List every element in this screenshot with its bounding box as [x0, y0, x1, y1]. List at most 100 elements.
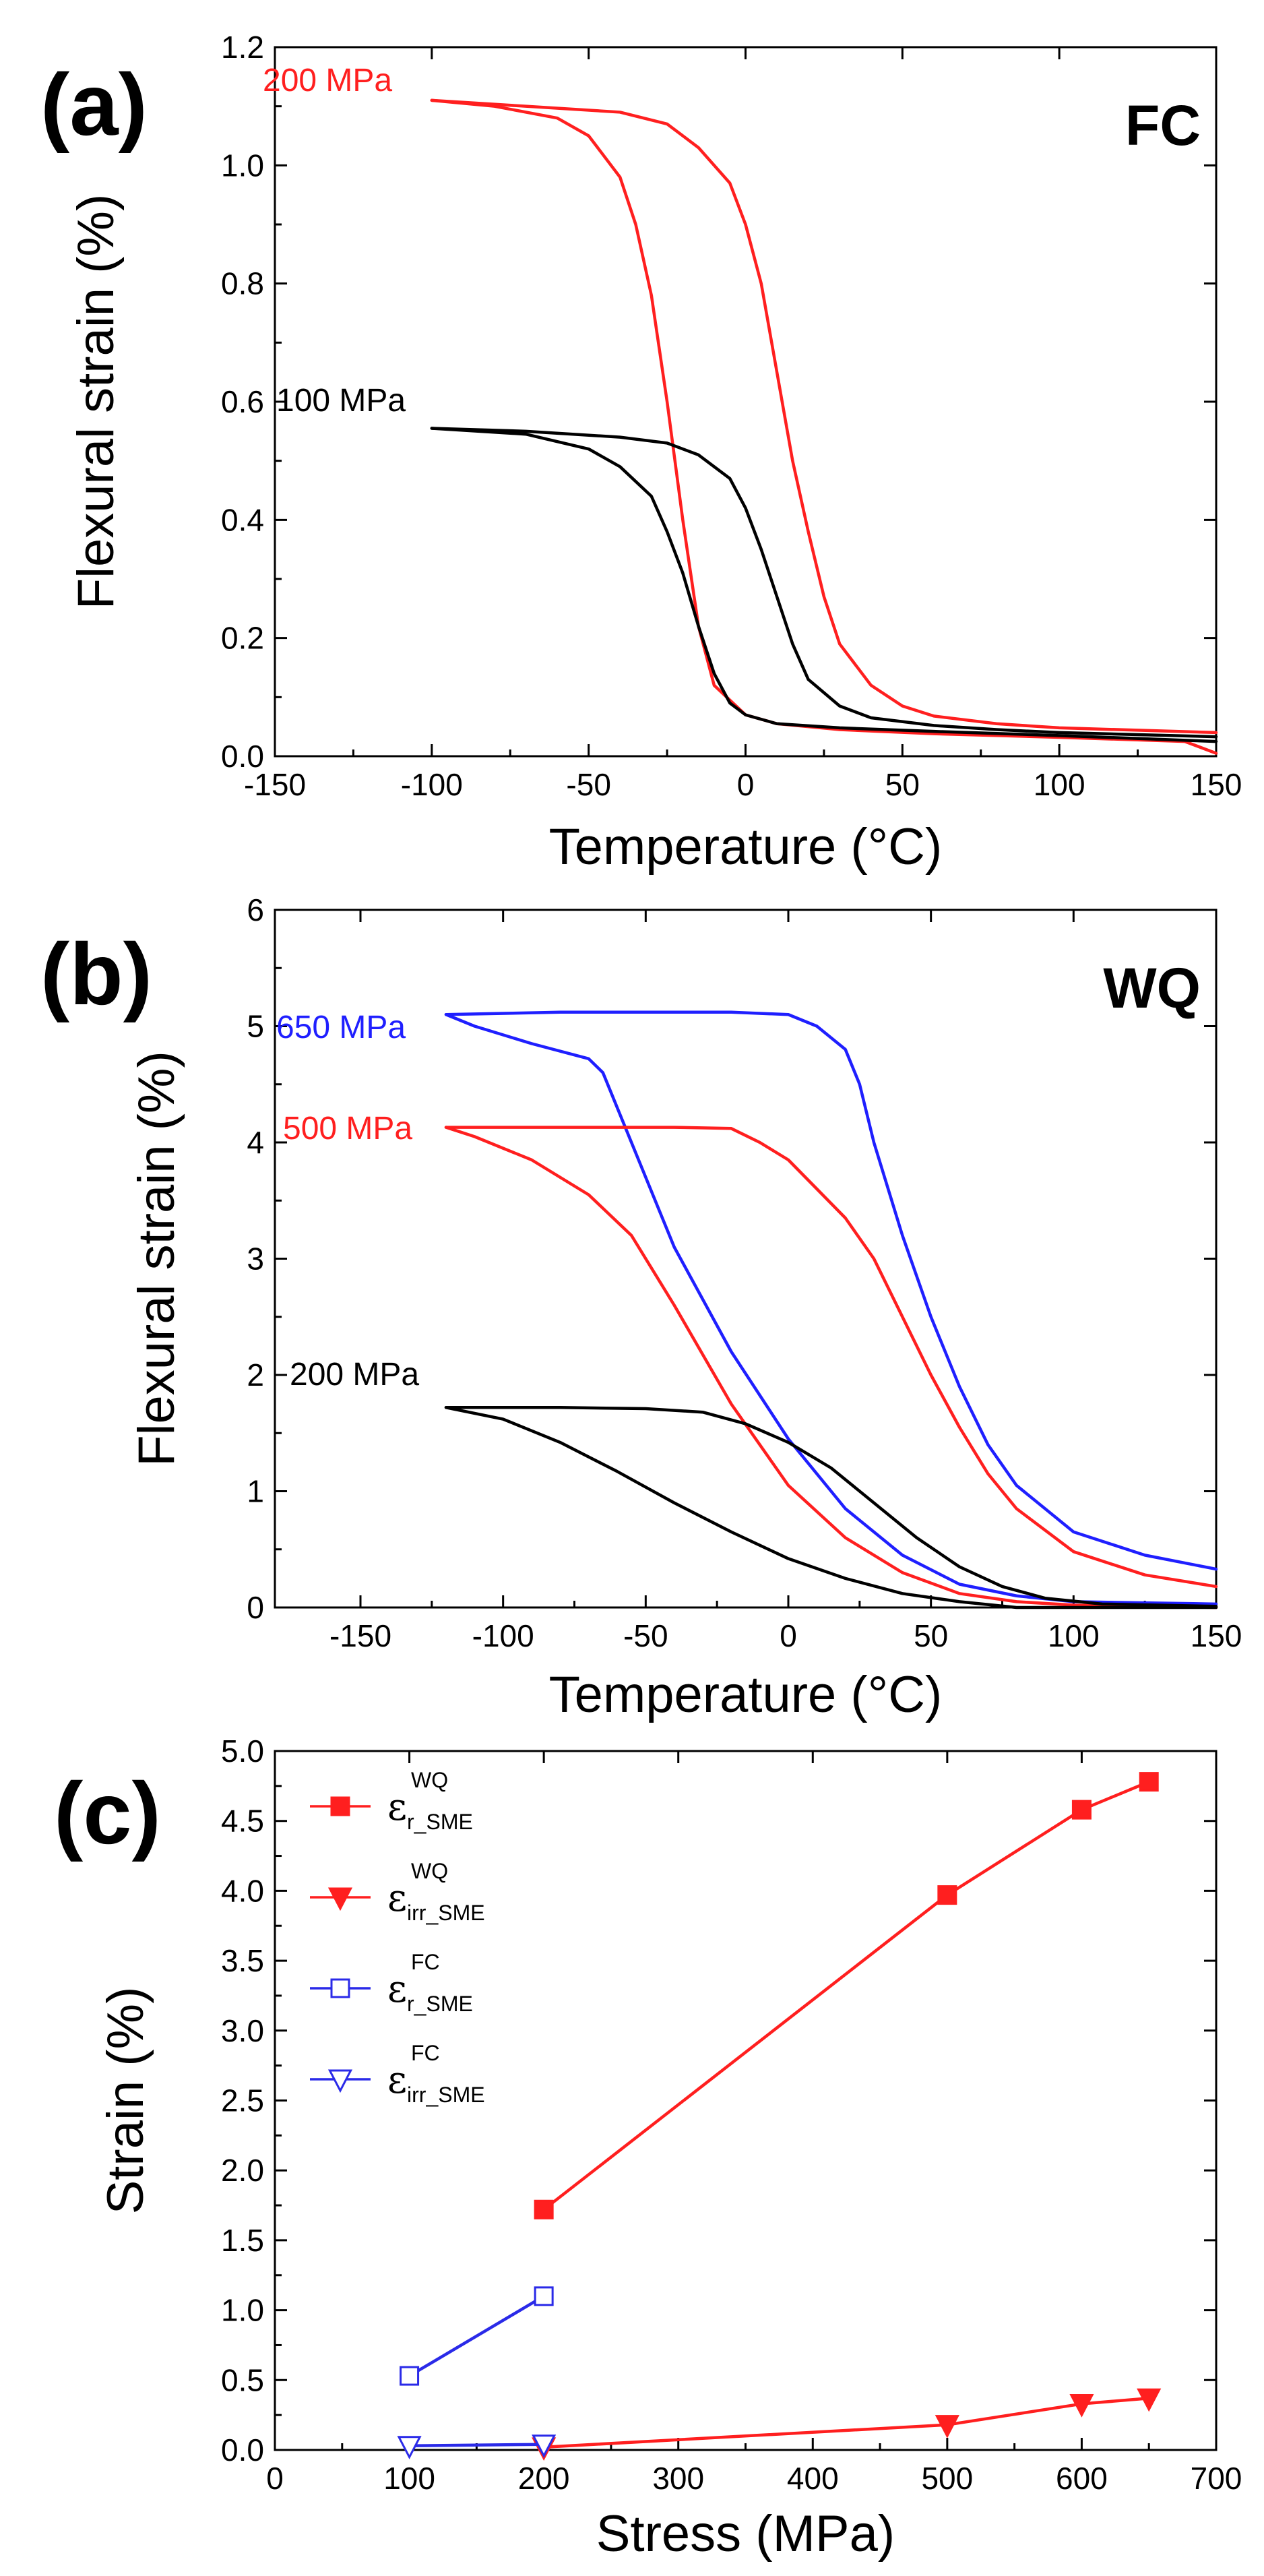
x-tick-label: -50	[566, 767, 610, 802]
cooling-curve	[430, 98, 1218, 755]
series-line	[408, 2443, 546, 2448]
x-tick-label: 500	[921, 2461, 973, 2496]
y-tick-label: 5.0	[221, 1734, 264, 1769]
data-point-triangle	[1069, 2394, 1094, 2418]
data-point-square	[1139, 1772, 1159, 1792]
data-point-triangle	[397, 2436, 422, 2459]
legend-subscript: r_SME	[407, 1810, 473, 1834]
legend-subscript: irr_SME	[407, 1901, 485, 1925]
data-point-triangle	[1137, 2388, 1162, 2412]
y-tick-label: 3.0	[221, 2013, 264, 2048]
legend-superscript: WQ	[411, 1859, 448, 1883]
x-tick-label: 100	[383, 2461, 435, 2496]
x-tick-label: 200	[518, 2461, 570, 2496]
x-tick-label: 100	[1034, 767, 1085, 802]
legend-symbol: ε	[387, 1967, 407, 2011]
curve-label: 100 MPa	[276, 383, 406, 419]
y-tick-label: 0.2	[221, 621, 264, 656]
x-tick-label: 150	[1191, 767, 1242, 802]
panel-c-chart: 0 100 200 300 400 500 600 700 0.0 0.5 1.0 1.5 2.0 2.5…	[54, 1734, 1242, 2563]
legend-subscript: irr_SME	[407, 2083, 485, 2107]
data-point-triangle	[327, 1887, 353, 1911]
y-tick-label: 4.5	[221, 1804, 264, 1839]
x-tick-label: 0	[266, 2461, 284, 2496]
legend-symbol: ε	[387, 2058, 407, 2102]
x-tick-label: 600	[1056, 2461, 1108, 2496]
y-tick-label: 1.2	[221, 30, 264, 65]
legend-superscript: FC	[411, 1950, 440, 1974]
heating-curve	[444, 1126, 1218, 1589]
legend-superscript: WQ	[411, 1768, 448, 1792]
x-tick-label: -100	[472, 1618, 534, 1653]
y-tick-label: 0.5	[221, 2362, 264, 2397]
legend-label: εr_SME	[387, 1785, 473, 1834]
y-tick-label: 3.5	[221, 1943, 264, 1978]
curve-label: 200 MPa	[263, 63, 392, 98]
heating-curve	[430, 427, 1218, 739]
y-tick-label: 2.5	[221, 2083, 264, 2118]
panel-label: (c)	[54, 1764, 161, 1862]
legend-subscript: r_SME	[407, 1992, 473, 2016]
x-tick-label: 400	[787, 2461, 839, 2496]
panel-label: (b)	[40, 925, 152, 1023]
y-tick-label: 0	[247, 1590, 264, 1625]
x-axis-title: Temperature (°C)	[549, 1666, 943, 1723]
data-point-triangle	[327, 2069, 353, 2093]
panel-label: (a)	[40, 55, 148, 154]
data-point-square	[1071, 1800, 1092, 1820]
legend-label: εirr_SME	[387, 1876, 485, 1925]
cooling-curve	[430, 427, 1218, 743]
y-tick-label: 2.0	[221, 2153, 264, 2188]
y-tick-label: 5	[247, 1009, 264, 1044]
legend-label: εr_SME	[387, 1967, 473, 2016]
x-axis-title: Temperature (°C)	[549, 818, 943, 876]
plot-frame	[274, 46, 1218, 758]
data-point-square	[400, 2366, 420, 2386]
y-tick-label: 0.0	[221, 739, 264, 774]
y-tick-label: 0.8	[221, 266, 264, 301]
y-tick-label: 4.0	[221, 1873, 264, 1908]
x-tick-label: 50	[885, 767, 920, 802]
data-point-triangle	[532, 2434, 557, 2458]
y-tick-label: 0.0	[221, 2432, 264, 2467]
plot-frame	[274, 909, 1218, 1609]
cooling-curve	[444, 1013, 1218, 1606]
legend-symbol: ε	[387, 1785, 407, 1829]
data-point-square	[330, 1978, 350, 1998]
y-tick-label: 3	[247, 1241, 264, 1277]
data-point-triangle	[935, 2415, 959, 2439]
series-line	[542, 2397, 1151, 2449]
panel-b-chart: -150 -100 -50 0 50 100 150 0 1 2 3 4 5 6 Temperature (…	[40, 892, 1242, 1723]
data-point-square	[534, 2286, 554, 2306]
x-tick-label: 50	[914, 1618, 948, 1653]
data-point-square	[330, 1796, 350, 1816]
y-tick-label: 1	[247, 1474, 264, 1509]
y-tick-label: 1.0	[221, 148, 264, 183]
cooling-curve	[444, 1406, 1218, 1609]
x-tick-label: 700	[1191, 2461, 1242, 2496]
legend-label: εirr_SME	[387, 2058, 485, 2107]
curve-label: 200 MPa	[290, 1357, 419, 1392]
corner-label: FC	[1125, 94, 1201, 157]
y-tick-label: 1.0	[221, 2293, 264, 2328]
heating-curve	[430, 98, 1218, 735]
series-line	[408, 2294, 546, 2378]
x-tick-label: 300	[652, 2461, 704, 2496]
data-point-square	[937, 1885, 957, 1905]
corner-label: WQ	[1103, 956, 1201, 1020]
x-tick-label: -50	[623, 1618, 668, 1653]
heating-curve	[444, 1010, 1218, 1571]
panel-a-chart: -150 -100 -50 0 50 100 150 0.0 0.2 0.4 0.6 0.8 1.0 1.…	[40, 30, 1242, 876]
x-tick-label: 100	[1048, 1618, 1100, 1653]
legend-superscript: FC	[411, 2041, 440, 2065]
y-tick-label: 4	[247, 1125, 264, 1160]
y-tick-label: 1.5	[221, 2223, 264, 2258]
legend-symbol: ε	[387, 1876, 407, 1920]
x-axis-title: Stress (MPa)	[596, 2505, 895, 2563]
y-tick-label: 0.4	[221, 502, 264, 537]
y-axis-title: Flexural strain (%)	[128, 1051, 185, 1467]
data-point-square	[534, 2199, 554, 2219]
x-tick-label: 0	[737, 767, 755, 802]
y-tick-label: 6	[247, 892, 264, 927]
